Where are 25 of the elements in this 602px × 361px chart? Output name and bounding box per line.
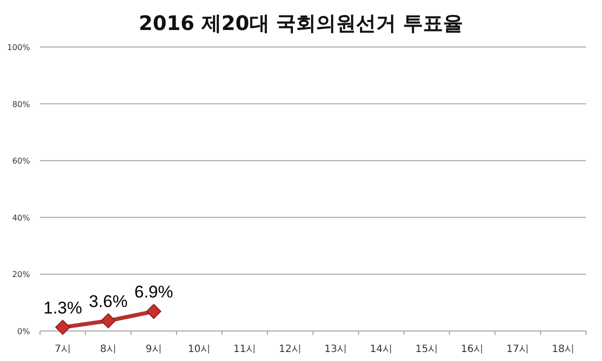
x-tick-label: 11시 <box>233 344 256 355</box>
x-tick-label: 13시 <box>324 344 348 355</box>
data-label: 6.9% <box>134 282 174 302</box>
x-tick-label: 7시 <box>54 344 71 355</box>
x-tick-label: 10시 <box>188 344 211 355</box>
x-tick-label: 18시 <box>552 344 575 355</box>
chart-title: 2016 제20대 국회의원선거 투표율 <box>138 11 464 35</box>
x-tick-label: 17시 <box>506 344 530 355</box>
point <box>146 304 162 319</box>
point <box>100 313 116 328</box>
data-label: 3.6% <box>88 292 128 311</box>
x-tick-label: 16시 <box>460 344 484 355</box>
x-tick-label: 14시 <box>370 344 393 355</box>
data-label: 1.3% <box>43 298 82 318</box>
point <box>55 320 70 335</box>
y-tick-label: 100% <box>7 43 30 52</box>
x-tick-label: 15시 <box>415 344 438 355</box>
x-tick-label: 9시 <box>146 344 162 355</box>
y-tick-label: 0% <box>17 327 30 336</box>
y-tick-label: 80% <box>12 100 30 109</box>
y-tick-label: 60% <box>12 156 30 166</box>
y-tick-label: 40% <box>12 213 30 222</box>
y-tick-label: 20% <box>12 270 30 280</box>
x-tick-label: 8시 <box>100 344 116 355</box>
x-tick-label: 12시 <box>278 344 302 355</box>
